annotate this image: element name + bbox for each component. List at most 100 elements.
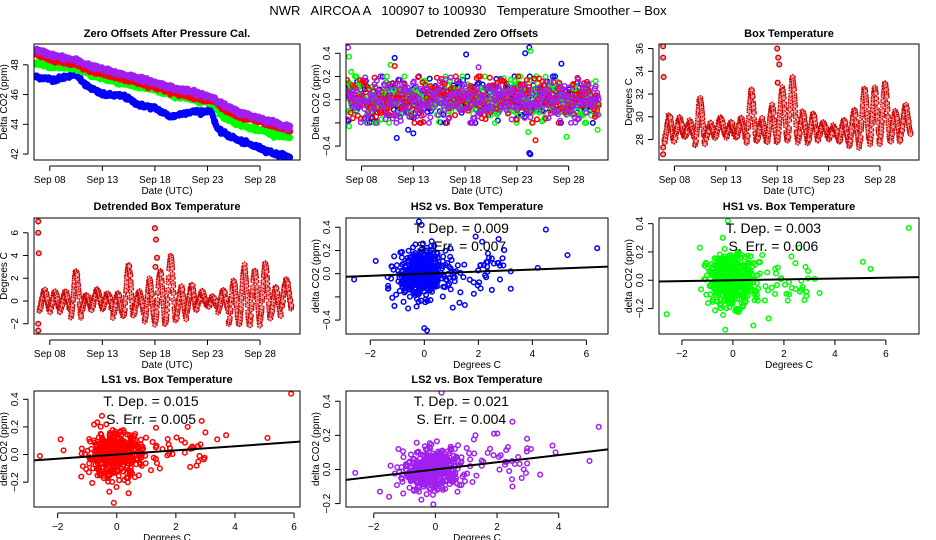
data-point	[357, 119, 364, 126]
data-point	[858, 118, 865, 125]
data-point	[857, 134, 864, 141]
x-tick-label: Sep 18	[139, 175, 171, 186]
x-tick-label: Sep 23	[813, 175, 845, 186]
x-axis-label: Date (UTC)	[141, 186, 192, 197]
data-point	[752, 124, 758, 131]
data-point	[361, 105, 368, 113]
x-tick-label: Sep 23	[192, 175, 224, 186]
data-point	[464, 73, 471, 80]
y-tick-label: 44	[10, 118, 21, 130]
y-tick-label: 36	[635, 43, 646, 55]
x-tick-label: Sep 18	[761, 175, 793, 186]
data-point-LS2	[286, 122, 294, 130]
data-point	[362, 80, 369, 87]
data-point	[883, 93, 890, 100]
data-point	[346, 76, 351, 83]
data-point	[872, 90, 879, 97]
data-point	[890, 123, 897, 130]
x-tick-label: Sep 08	[659, 175, 691, 186]
y-tick-label: 34	[635, 65, 646, 77]
data-point	[451, 112, 459, 119]
data-point	[749, 93, 756, 100]
data-point	[532, 137, 539, 144]
data-point	[672, 135, 679, 142]
data-point	[781, 100, 788, 107]
data-point	[463, 51, 470, 58]
y-tick-label: 0.2	[322, 69, 333, 83]
data-point	[744, 138, 750, 145]
data-point	[863, 103, 870, 110]
data-point	[393, 134, 400, 142]
data-point	[411, 119, 418, 126]
data-point	[583, 119, 590, 126]
data-point	[549, 73, 556, 80]
data-point	[533, 116, 541, 123]
data-point	[415, 73, 422, 81]
x-tick-label: Sep 08	[346, 175, 378, 186]
data-point	[583, 109, 590, 116]
page-title: NWR AIRCOA A 100907 to 100930 Temperatur…	[269, 3, 667, 18]
data-point	[436, 118, 443, 125]
data-point	[786, 125, 793, 131]
data-point	[905, 118, 912, 125]
data-point	[879, 107, 886, 114]
data-point	[377, 109, 384, 116]
plot-area	[346, 44, 602, 158]
data-point	[525, 129, 532, 136]
data-point	[868, 127, 875, 133]
data-point	[508, 116, 515, 123]
data-point	[746, 114, 752, 121]
data-point-HS2	[286, 154, 294, 160]
data-point	[486, 74, 493, 81]
data-point	[679, 121, 685, 128]
data-point	[410, 130, 417, 137]
data-point	[346, 53, 353, 60]
data-point	[852, 112, 859, 119]
y-axis-label: Delta CO2 (ppm)	[0, 64, 10, 140]
data-point	[522, 50, 529, 57]
data-point	[700, 122, 707, 129]
data-point-spike	[660, 54, 667, 61]
data-point	[868, 131, 875, 138]
data-point	[787, 106, 794, 113]
data-point	[405, 104, 412, 111]
data-point	[907, 131, 914, 138]
data-point	[563, 133, 570, 140]
data-point	[874, 113, 881, 120]
data-point	[873, 99, 880, 106]
x-tick-label: Sep 08	[34, 175, 66, 186]
x-tick-label: Sep 28	[864, 175, 896, 186]
data-point	[459, 73, 466, 80]
data-point	[542, 73, 549, 80]
data-point	[516, 112, 523, 119]
data-point	[383, 73, 390, 80]
data-point-spike	[660, 151, 667, 158]
data-point	[445, 115, 452, 122]
data-point	[427, 114, 434, 121]
y-tick-label: 46	[10, 89, 21, 101]
x-axis-label: Date (UTC)	[763, 186, 814, 197]
y-tick-label: 42	[10, 148, 21, 160]
data-point	[527, 114, 534, 121]
x-tick-label: Sep 18	[449, 175, 481, 186]
x-tick-label: Sep 13	[86, 175, 118, 186]
data-point	[405, 126, 412, 133]
data-point	[391, 62, 398, 70]
data-point	[702, 141, 708, 148]
data-point	[422, 79, 429, 86]
data-point	[401, 73, 408, 80]
data-point-HS1	[286, 134, 294, 141]
data-point	[780, 95, 787, 102]
y-tick-label: 32	[635, 88, 646, 100]
data-point	[521, 114, 528, 121]
data-point	[397, 117, 404, 124]
data-point	[526, 73, 533, 80]
data-point	[491, 119, 498, 126]
data-point	[667, 114, 674, 121]
data-point	[589, 119, 596, 126]
data-point	[791, 86, 797, 93]
x-tick-label: Sep 28	[553, 175, 585, 186]
plot-area	[34, 45, 294, 160]
data-point	[879, 118, 885, 125]
